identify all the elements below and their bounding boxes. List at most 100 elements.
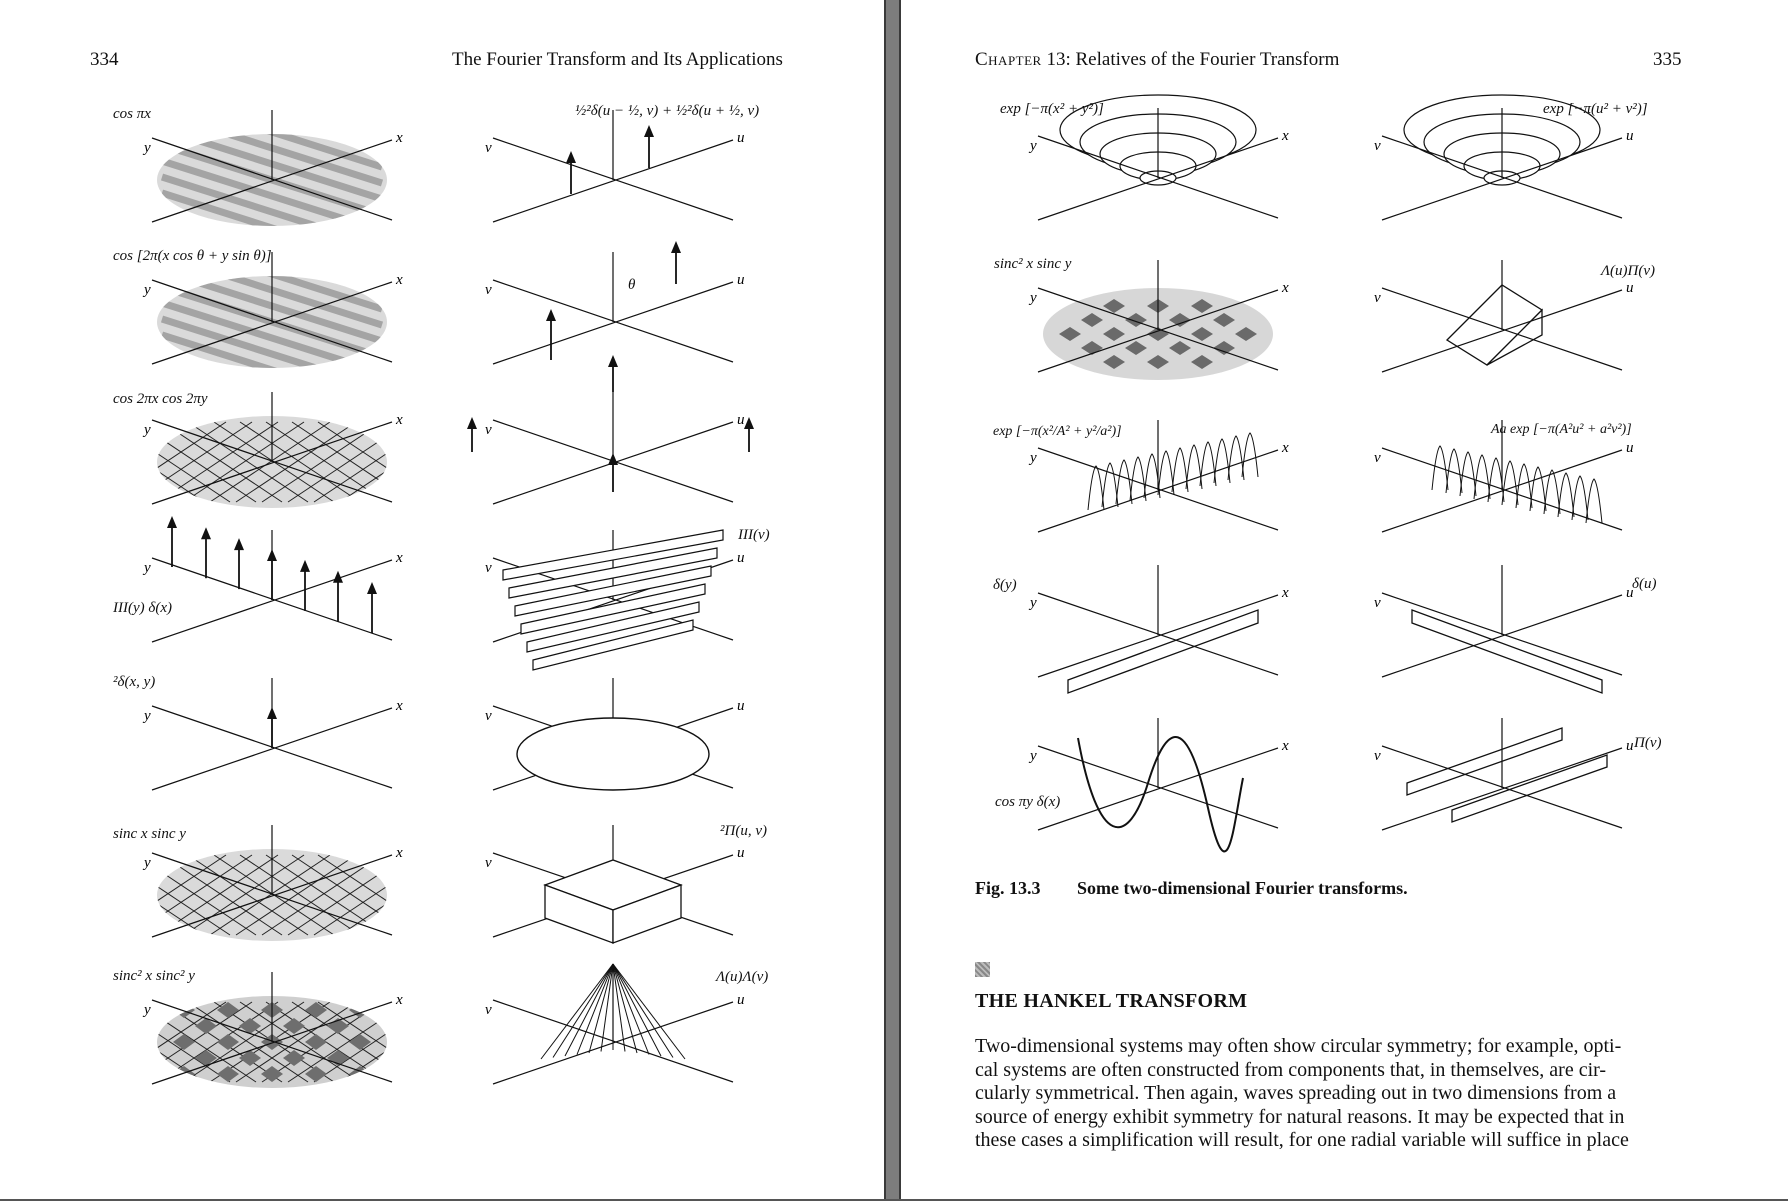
ridge-profile xyxy=(1241,432,1259,478)
ridge-profile xyxy=(1473,454,1491,500)
lattice-line xyxy=(157,854,227,936)
pyramid-line xyxy=(588,963,614,1054)
left-page: 334 The Fourier Transform and Its Applic… xyxy=(0,0,884,1201)
depth-axis xyxy=(1381,447,1623,531)
lattice-line xyxy=(392,855,512,935)
ridge-profile xyxy=(1101,462,1119,508)
line-impulse-ridge xyxy=(1067,609,1259,694)
left-func-label-1: cos πx xyxy=(113,106,151,122)
lattice-line xyxy=(157,854,257,936)
lattice-line xyxy=(313,854,387,936)
lattice-line xyxy=(313,1001,387,1083)
depth-axis xyxy=(1037,592,1279,676)
axis-label: y xyxy=(142,1002,151,1018)
ridge-profile xyxy=(1157,450,1175,496)
fringe-stripe xyxy=(160,189,384,226)
horizontal-axis xyxy=(151,139,393,223)
figure-caption-text: Some two-dimensional Fourier transforms. xyxy=(1077,878,1408,898)
lattice-line xyxy=(157,1001,227,1083)
depth-axis xyxy=(151,852,393,936)
body-line: these cases a simplification will result… xyxy=(975,1129,1629,1151)
body-line: cal systems are often constructed from c… xyxy=(975,1058,1607,1081)
lattice-cell xyxy=(217,1066,239,1082)
axis-label: u xyxy=(1626,440,1634,456)
right-func-label-4: δ(y) xyxy=(993,577,1017,593)
lattice-line xyxy=(187,854,309,936)
ridge-profile xyxy=(1445,448,1463,494)
horizontal-axis xyxy=(1037,449,1279,533)
impulse-arrowhead xyxy=(608,355,618,367)
disc-pattern xyxy=(1059,299,1257,369)
lattice-line xyxy=(32,422,152,502)
horizontal-axis xyxy=(1037,747,1279,831)
axis-label: y xyxy=(142,140,151,156)
lattice-line xyxy=(161,854,283,936)
lattice-line xyxy=(6,855,126,935)
page-number-left: 334 xyxy=(90,49,119,70)
depth-axis xyxy=(151,279,393,363)
impulse-arrowhead xyxy=(467,417,477,429)
lattice-line xyxy=(157,421,257,503)
axis-label: y xyxy=(142,422,151,438)
left-figure-panels: y x v u y x v u y x v u y x v u y x v u y x v u y x v u xyxy=(6,110,754,1088)
section-title: THE HANKEL TRANSFORM xyxy=(975,990,1248,1012)
line-impulse-ridge xyxy=(514,565,712,617)
lattice-cell xyxy=(1191,355,1213,369)
lattice-line xyxy=(261,421,383,503)
pyramid-line xyxy=(612,963,674,1058)
ridge-profile xyxy=(1459,451,1477,497)
lattice-line xyxy=(157,421,227,503)
body-line: source of energy exhibit symmetry for na… xyxy=(975,1105,1625,1128)
lattice-cell xyxy=(1191,299,1213,313)
fringe-stripe xyxy=(160,173,384,226)
left-func-label-6: sinc x sinc y xyxy=(113,826,186,842)
horizontal-axis xyxy=(1381,289,1623,373)
axis-label: u xyxy=(1626,128,1634,144)
body-line: Two-dimensional systems may often show c… xyxy=(975,1035,1622,1057)
line-impulse-ridge xyxy=(520,583,706,635)
body-paragraph: Two-dimensional systems may often show c… xyxy=(975,1035,1681,1153)
axis-label: x xyxy=(1281,585,1289,601)
lattice-line xyxy=(235,854,357,936)
ridge-profile xyxy=(1199,441,1217,487)
line-impulse-ridge xyxy=(532,619,694,671)
lattice-line xyxy=(261,854,383,936)
lattice-line xyxy=(183,421,305,503)
ridge-profile xyxy=(1585,478,1603,524)
axis-label: y xyxy=(1028,138,1037,154)
axis-label: u xyxy=(1626,280,1634,296)
lattice-line xyxy=(32,1002,152,1082)
lattice-line xyxy=(418,855,538,935)
left-transform-label-7: Λ(u)Λ(v) xyxy=(716,969,769,985)
lattice-line xyxy=(157,854,231,936)
lattice-cell xyxy=(1103,299,1125,313)
right-func-label-5: cos πy δ(x) xyxy=(995,794,1061,810)
horizontal-axis xyxy=(151,421,393,505)
axis-label: u xyxy=(737,272,745,288)
lattice-cell xyxy=(195,1050,217,1066)
cosine-sheet-curve xyxy=(1077,736,1244,853)
axis-label: y xyxy=(1028,748,1037,764)
lattice-line xyxy=(317,421,387,503)
ridge-profile xyxy=(1571,475,1589,521)
axis-label: y xyxy=(142,708,151,724)
lattice-cell xyxy=(1103,327,1125,341)
horizontal-axis xyxy=(151,707,393,791)
lattice-line xyxy=(287,1001,387,1083)
impulse-arrowhead xyxy=(333,570,343,583)
lattice-line xyxy=(6,1002,126,1082)
slab-edge xyxy=(1406,727,1563,796)
axis-label: u xyxy=(737,550,745,566)
impulse-arrowhead xyxy=(300,559,310,572)
axis-label: u xyxy=(1626,738,1634,754)
axis-label: x xyxy=(1281,128,1289,144)
depth-axis xyxy=(1037,287,1279,371)
horizontal-axis xyxy=(492,281,734,365)
axis-label: x xyxy=(395,992,403,1008)
lattice-line xyxy=(209,421,331,503)
left-transform-label-6: ²Π(u, v) xyxy=(720,823,767,839)
impulse-arrowhead xyxy=(546,309,556,321)
page-number-right: 335 xyxy=(1653,49,1682,70)
axis-label: y xyxy=(142,282,151,298)
pyramid-line xyxy=(600,963,614,1052)
